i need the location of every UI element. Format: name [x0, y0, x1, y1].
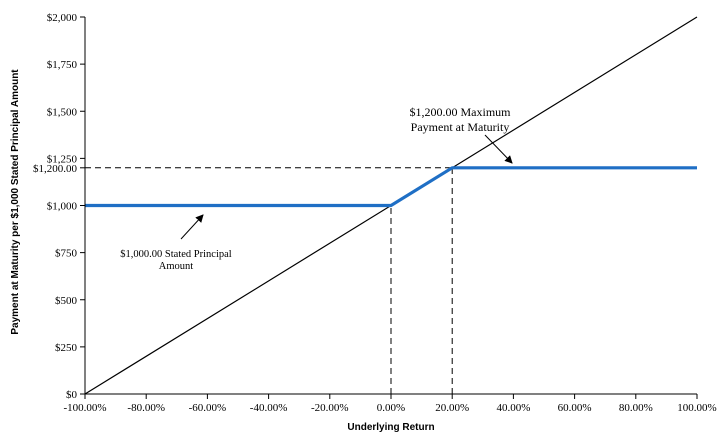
x-axis-title: Underlying Return [347, 422, 434, 433]
x-tick-label: -80.00% [127, 402, 165, 414]
annotation-principal-line-1: $1,000.00 Stated Principal [120, 249, 231, 260]
annotation-max-payment: $1,200.00 Maximum Payment at Maturity [410, 105, 513, 164]
x-tick-label: -40.00% [250, 402, 288, 414]
y-tick-label: $1,750 [47, 59, 78, 71]
x-tick-label: 80.00% [619, 402, 653, 414]
annotation-max-arrow [484, 134, 513, 164]
y-tick-label: $2,000 [47, 12, 78, 24]
y-tick-label: $750 [55, 248, 78, 260]
annotation-principal-line-2: Amount [159, 261, 194, 272]
x-tick-label: 0.00% [377, 402, 405, 414]
x-tick-label: 40.00% [496, 402, 530, 414]
y-tick-label: $0 [66, 389, 78, 401]
annotation-max-line-1: $1,200.00 Maximum [410, 105, 512, 119]
y-tick-label: $1,500 [47, 106, 78, 118]
y-tick-label: $1,250 [47, 153, 78, 165]
annotation-principal-arrow [180, 214, 204, 240]
x-tick-label: 60.00% [558, 402, 592, 414]
annotation-stated-principal: $1,000.00 Stated Principal Amount [120, 214, 232, 272]
x-tick-label: -100.00% [63, 402, 106, 414]
y-tick-label: $250 [55, 342, 78, 354]
x-tick-label: 20.00% [435, 402, 469, 414]
x-tick-label: -20.00% [311, 402, 349, 414]
x-tick-label: -60.00% [189, 402, 227, 414]
reference-lines [85, 167, 453, 394]
x-ticks: -100.00% -80.00% -60.00% -40.00% -20.00% 0.00… [63, 394, 717, 414]
series-layer [84, 16, 698, 395]
x-tick-label: 100.00% [677, 402, 716, 414]
series-payment-line [85, 166, 697, 208]
annotation-max-line-2: Payment at Maturity [411, 120, 510, 134]
y-tick-label-max: $1,200.00 [33, 163, 78, 175]
y-tick-label: $1,000 [47, 201, 78, 213]
y-axis-title: Payment at Maturity per $1,000 Stated Pr… [10, 69, 21, 335]
y-tick-label: $500 [55, 295, 78, 307]
y-ticks: $0 $250 $500 $750 $1,000 $1,250 $1,750 $2,000 $1… [33, 12, 85, 401]
